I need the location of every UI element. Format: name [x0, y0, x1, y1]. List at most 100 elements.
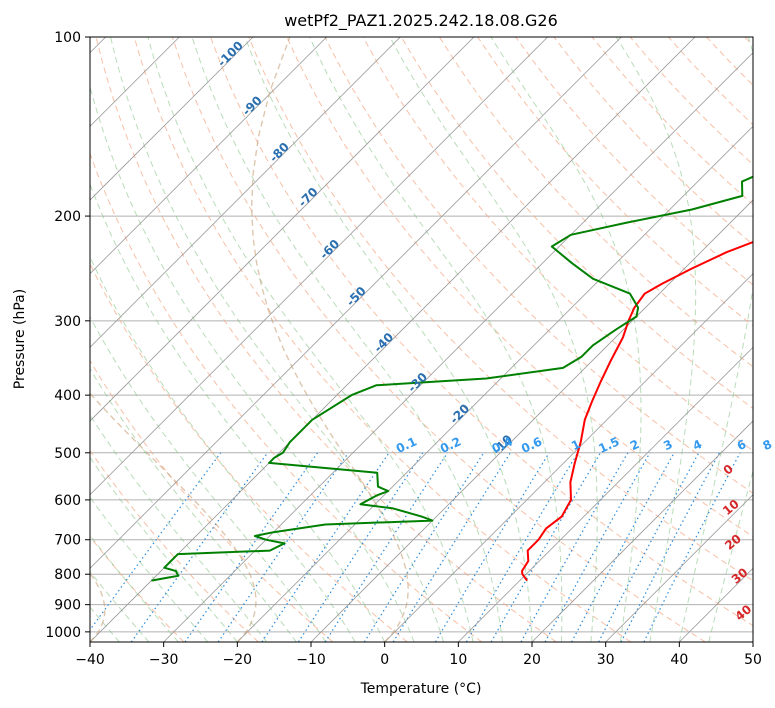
x-axis-ticks: −40 −30 −20 −10 0 10 20 30 40 50 — [75, 642, 762, 668]
moist-adiabats — [90, 37, 753, 642]
moist-adiabat — [90, 255, 356, 642]
mixing-ratio-line — [261, 452, 390, 642]
moist-adiabat — [678, 37, 753, 642]
y-tick-label: 700 — [54, 533, 81, 549]
wet-bulb-label: 40 — [732, 602, 754, 623]
dry-adiabat — [171, 37, 706, 642]
dry-adiabat — [133, 37, 632, 642]
mixing-ratio-line — [643, 452, 741, 642]
mixing-ratio-line — [544, 452, 651, 642]
isotherm-line — [163, 52, 753, 642]
dry-adiabat — [248, 37, 753, 582]
isotherm-line — [90, 37, 254, 201]
isotherm-line — [458, 346, 753, 642]
mixing-ratio-line — [363, 452, 485, 642]
mixing-ratio-label: 6 — [735, 437, 748, 453]
isotherm-line — [679, 567, 753, 642]
moist-adiabat — [708, 469, 753, 642]
isotherm-line — [384, 273, 753, 642]
x-tick-label: 30 — [597, 652, 615, 668]
y-tick-label: 400 — [54, 388, 81, 404]
y-tick-label: 500 — [54, 446, 81, 462]
temperature-line — [521, 240, 753, 582]
dry-adiabat — [477, 37, 753, 327]
isotherm-line — [237, 125, 753, 642]
mixing-ratio-label: 2 — [628, 437, 641, 453]
y-tick-label: 100 — [54, 30, 81, 46]
moist-adiabat — [110, 37, 445, 642]
moist-adiabat — [90, 534, 179, 642]
pressure-gridlines — [90, 37, 753, 633]
moist-adiabat — [615, 37, 697, 642]
mixing-ratio-line — [434, 452, 550, 642]
mixing-ratio-label: 8 — [761, 437, 774, 453]
dry-adiabat — [744, 37, 753, 47]
plot-frame — [89, 36, 754, 643]
dry-adiabat — [210, 37, 753, 627]
mixing-ratio-lines — [90, 452, 741, 642]
dry-adiabat — [90, 262, 408, 642]
moist-adiabat — [147, 37, 474, 642]
isotherm-label: -100 — [215, 38, 246, 69]
dry-adiabat — [95, 37, 557, 642]
moist-adiabat — [90, 182, 386, 642]
isotherm-line — [90, 37, 548, 496]
saturation-curves — [90, 37, 409, 642]
wet-bulb-label: 20 — [722, 531, 744, 552]
isotherm-line — [90, 37, 401, 348]
isotherm-line — [90, 37, 622, 569]
dry-adiabat — [438, 37, 753, 368]
dry-adiabat — [515, 37, 753, 286]
x-tick-label: −30 — [149, 652, 179, 668]
dry-adiabat — [90, 152, 483, 642]
mixing-ratio-line — [598, 452, 700, 642]
y-tick-label: 600 — [54, 493, 81, 509]
x-tick-label: −40 — [75, 652, 105, 668]
mixing-ratio-line — [184, 452, 319, 642]
isotherm-line — [605, 494, 753, 642]
x-tick-label: 50 — [744, 652, 762, 668]
mixing-ratio-label: 3 — [661, 437, 674, 453]
y-tick-label: 1000 — [45, 625, 81, 641]
isotherm-line — [90, 37, 475, 422]
isotherm-label: -20 — [447, 401, 472, 426]
x-tick-label: −20 — [223, 652, 253, 668]
y-tick-label: 800 — [54, 567, 81, 583]
isotherm-label: -60 — [317, 237, 342, 262]
moist-adiabat — [389, 37, 598, 642]
y-axis-label: Pressure (hPa) — [12, 289, 28, 389]
dry-adiabat — [324, 37, 753, 494]
y-axis-ticks: 100 200 300 400 500 600 700 800 900 1000 — [45, 30, 90, 641]
isotherm-label: -80 — [267, 140, 292, 165]
moist-adiabat — [90, 570, 150, 642]
saturation-curve — [90, 392, 257, 642]
isotherm-label: -70 — [295, 185, 320, 210]
isotherm-line — [90, 37, 327, 275]
mixing-ratio-line — [217, 452, 349, 642]
x-tick-label: −10 — [296, 652, 326, 668]
profile-series — [151, 175, 753, 582]
dry-adiabat — [591, 37, 753, 206]
isotherm-label: -50 — [344, 284, 369, 309]
mixing-ratio-line — [520, 452, 629, 642]
x-axis-label: Temperature (°C) — [360, 681, 482, 697]
x-tick-label: 40 — [670, 652, 688, 668]
x-tick-label: 20 — [523, 652, 541, 668]
dry-adiabat — [706, 37, 753, 86]
y-tick-label: 300 — [54, 314, 81, 330]
chart-title: wetPf2_PAZ1.2025.242.18.08.G26 — [284, 11, 558, 31]
y-tick-label: 200 — [54, 209, 81, 225]
isotherm-line — [752, 641, 753, 642]
x-tick-label: 10 — [449, 652, 467, 668]
saturation-curve — [250, 37, 409, 642]
mixing-ratio-line — [297, 452, 424, 642]
moist-adiabat — [191, 37, 503, 642]
y-tick-label: 900 — [54, 598, 81, 614]
isotherm-line — [531, 420, 753, 642]
moist-adiabat — [309, 37, 563, 642]
isotherm-label: -40 — [371, 330, 396, 355]
moist-adiabat — [244, 37, 533, 642]
isotherm-line — [310, 199, 753, 642]
moist-adiabat — [90, 414, 268, 642]
